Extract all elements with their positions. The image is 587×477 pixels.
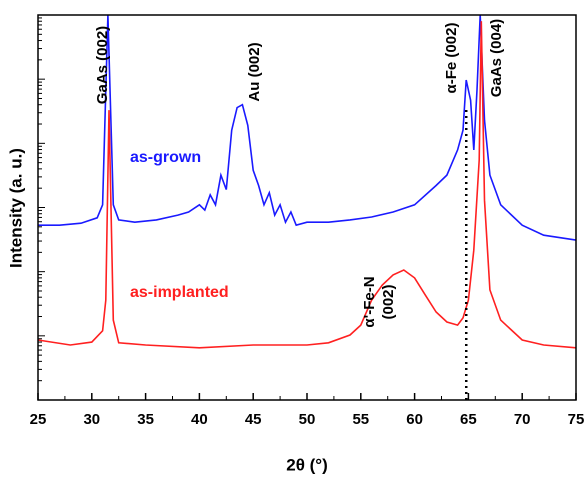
series-label: as-grown	[130, 149, 201, 166]
series-label: as-implanted	[130, 284, 229, 301]
x-tick-label: 75	[568, 411, 585, 428]
peak-annotation: Au (002)	[246, 42, 263, 101]
peak-annotation: (002)	[380, 284, 397, 319]
x-axis-label: 2θ (°)	[286, 455, 328, 474]
x-tick-label: 35	[137, 411, 154, 428]
x-tick-label: 70	[514, 411, 531, 428]
x-tick-label: 45	[245, 411, 262, 428]
x-tick-label: 65	[460, 411, 477, 428]
data-line	[37, 21, 577, 349]
x-tick-label: 55	[352, 411, 369, 428]
x-tick-label: 40	[191, 411, 208, 428]
peak-annotation: GaAs (004)	[488, 19, 505, 97]
x-tick-label: 60	[406, 411, 423, 428]
peak-annotation: GaAs (002)	[94, 26, 111, 104]
x-tick-label: 25	[30, 411, 47, 428]
data-line	[38, 14, 577, 241]
x-tick-label: 50	[299, 411, 316, 428]
peak-annotation: α'-Fe-N	[361, 276, 378, 327]
y-axis-label: Intensity (a. u.)	[6, 148, 25, 268]
peak-annotation: α-Fe (002)	[443, 23, 460, 94]
x-tick-label: 30	[83, 411, 100, 428]
